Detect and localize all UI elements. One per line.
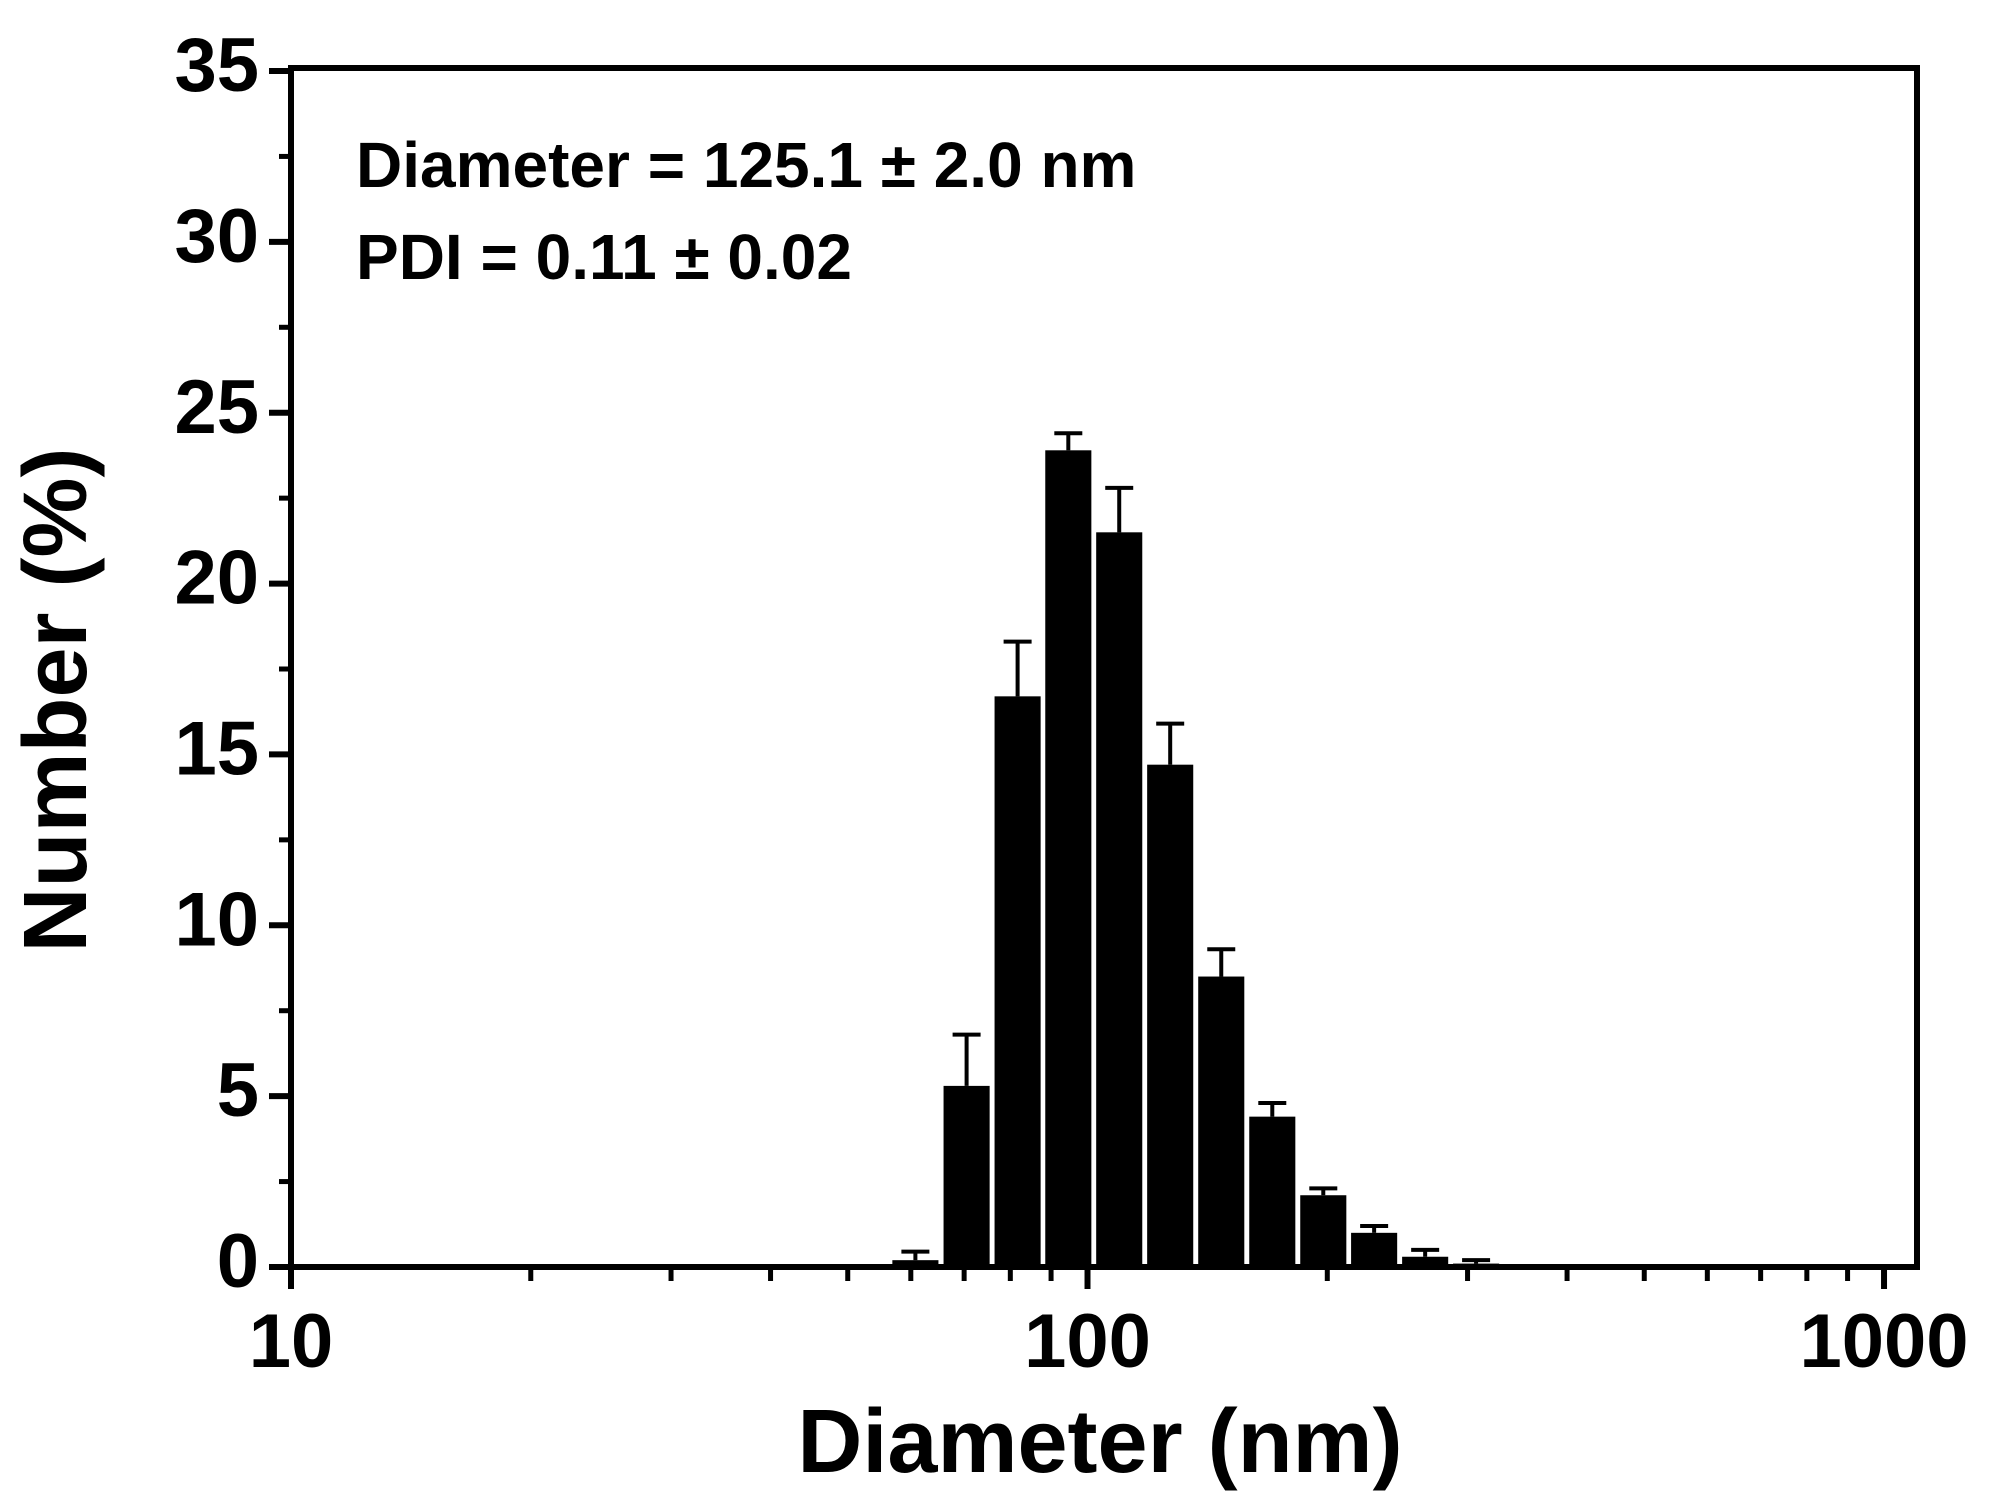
y-tick-label: 25 xyxy=(174,365,259,450)
bar xyxy=(1198,976,1245,1267)
y-tick-label: 35 xyxy=(174,23,259,108)
bar xyxy=(1096,532,1143,1267)
y-tick-label: 0 xyxy=(217,1219,259,1304)
x-tick-label: 100 xyxy=(1024,1299,1151,1384)
y-tick-label: 5 xyxy=(217,1048,259,1133)
bar xyxy=(1300,1195,1347,1267)
bar xyxy=(1147,764,1194,1267)
y-tick-label: 20 xyxy=(174,536,259,621)
bar xyxy=(943,1085,990,1267)
x-tick-label: 10 xyxy=(249,1299,334,1384)
y-tick-label: 30 xyxy=(174,194,259,279)
annotation: PDI = 0.11 ± 0.02 xyxy=(356,221,852,293)
y-tick-label: 15 xyxy=(174,707,259,792)
annotation: Diameter = 125.1 ± 2.0 nm xyxy=(356,129,1136,201)
bar xyxy=(1351,1232,1398,1267)
y-tick-label: 10 xyxy=(174,877,259,962)
x-axis-title: Diameter (nm) xyxy=(797,1392,1402,1492)
y-axis-title: Number (%) xyxy=(6,447,106,952)
bar xyxy=(994,696,1041,1267)
bar xyxy=(1453,1263,1500,1267)
bar xyxy=(1402,1256,1449,1267)
bar xyxy=(892,1260,939,1267)
x-tick-label: 1000 xyxy=(1799,1299,1968,1384)
bar xyxy=(1249,1116,1296,1267)
bar xyxy=(1045,450,1092,1267)
